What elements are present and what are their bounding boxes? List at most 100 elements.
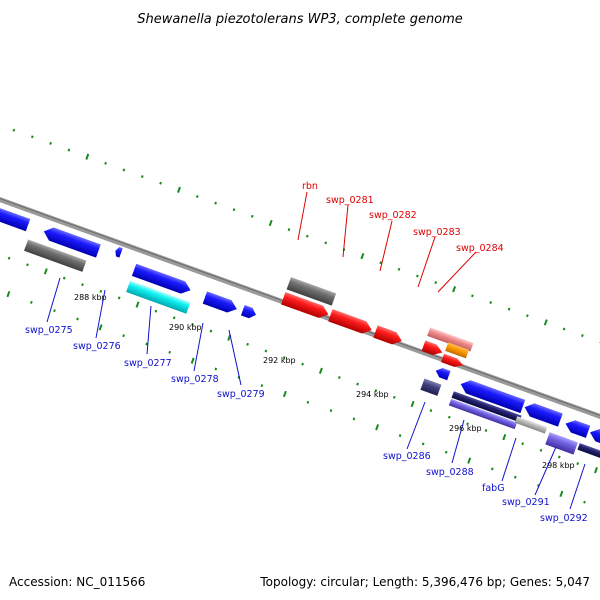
gene-swp-0277-upper[interactable] xyxy=(131,263,193,297)
gene-label-fabG[interactable]: fabG xyxy=(482,483,505,494)
gene-swp-0282[interactable] xyxy=(373,325,404,347)
top-leader-lines xyxy=(297,191,477,293)
gene-swp-0283-pink[interactable] xyxy=(427,327,474,352)
inner-bottom-tick xyxy=(30,300,33,304)
outer-top-tick xyxy=(85,153,90,160)
outer-bottom-tick xyxy=(539,448,543,452)
inner-bottom-tick xyxy=(53,309,56,313)
outer-bottom-tick xyxy=(209,329,213,333)
outer-bottom-tick xyxy=(466,422,469,426)
inner-bottom-tick xyxy=(260,384,264,388)
gene-swp-0283[interactable] xyxy=(421,340,445,358)
gene-swp-0291-upper[interactable] xyxy=(563,418,591,438)
gene-swp-0288[interactable] xyxy=(451,391,522,423)
outer-top-tick xyxy=(452,286,457,293)
inner-bottom-tick xyxy=(490,467,494,471)
gene-swp-0284[interactable] xyxy=(445,342,469,359)
outer-bottom-tick xyxy=(246,342,249,346)
gene-small-blue[interactable] xyxy=(114,246,123,258)
outer-bottom-tick xyxy=(557,455,561,459)
inner-bottom-tick xyxy=(421,442,425,446)
gene-fabG[interactable] xyxy=(514,416,548,434)
genome-summary-text: Topology: circular; Length: 5,396,476 bp… xyxy=(259,575,590,589)
outer-top-tick xyxy=(287,228,291,232)
outer-bottom-tick xyxy=(99,289,103,293)
outer-bottom-tick xyxy=(502,433,507,441)
outer-top-tick xyxy=(12,128,16,132)
outer-top-tick xyxy=(360,252,365,260)
gene-swp-0276-upper[interactable] xyxy=(41,225,101,258)
gene-swp-0286-upper[interactable] xyxy=(434,366,451,381)
outer-top-tick xyxy=(232,208,236,212)
outer-top-tick xyxy=(562,327,566,331)
outer-top-tick xyxy=(159,181,162,185)
gene-label-swp-0283[interactable]: swp_0283 xyxy=(413,227,461,238)
outer-bottom-tick xyxy=(318,367,323,374)
outer-top-tick xyxy=(250,214,254,218)
outer-top-tick xyxy=(104,161,107,165)
outer-top-tick xyxy=(140,175,144,179)
gene-label-swp-0281[interactable]: swp_0281 xyxy=(326,195,374,206)
gene-swp-0291[interactable] xyxy=(545,432,578,455)
outer-bottom-tick xyxy=(282,356,286,360)
gene-label-swp-0284[interactable]: swp_0284 xyxy=(456,243,504,254)
gene-label-swp-0288[interactable]: swp_0288 xyxy=(426,467,474,478)
top-labels: rbn swp_0281 swp_0282 swp_0283 swp_0284 xyxy=(302,181,504,254)
inner-bottom-tick xyxy=(513,475,517,479)
outer-bottom-tick xyxy=(62,276,66,280)
gene-swp-0288-b[interactable] xyxy=(448,398,518,430)
gene-label-swp-0291[interactable]: swp_0291 xyxy=(502,497,550,508)
outer-bottom-tick xyxy=(337,376,341,379)
outer-bottom-tick xyxy=(154,309,158,313)
inner-bottom-tick xyxy=(6,290,11,298)
gene-fabG-upper[interactable] xyxy=(522,401,563,427)
gene-swp-0292[interactable] xyxy=(577,443,600,467)
outer-bottom-tick xyxy=(135,301,140,308)
outer-top-tick xyxy=(177,186,181,193)
outer-top-tick xyxy=(30,135,34,139)
gene-swp-0284-b[interactable] xyxy=(441,353,465,370)
inner-bottom-tick xyxy=(352,417,356,421)
outer-bottom-tick xyxy=(521,442,524,446)
gene-rbn[interactable] xyxy=(281,292,331,321)
tick-label-292: 292 kbp xyxy=(263,356,296,365)
gene-label-swp-0279[interactable]: swp_0279 xyxy=(217,389,265,400)
inner-bottom-tick xyxy=(583,500,586,504)
outer-top-tick xyxy=(122,168,126,172)
gene-label-rbn[interactable]: rbn xyxy=(302,181,318,192)
gene-label-swp-0278[interactable]: swp_0278 xyxy=(171,374,219,385)
outer-bottom-tick xyxy=(392,395,396,399)
outer-bottom-tick xyxy=(594,467,598,474)
gene-label-swp-0277[interactable]: swp_0277 xyxy=(124,358,172,369)
gene-features xyxy=(0,200,600,467)
map-title: Shewanella piezotolerans WP3, complete g… xyxy=(137,12,463,27)
tick-label-296: 296 kbp xyxy=(449,424,482,433)
gene-grey-lower[interactable] xyxy=(24,239,87,272)
outer-top-tick xyxy=(324,241,328,245)
gene-swp-0275-upper[interactable] xyxy=(0,200,31,232)
gene-rbn-grey[interactable] xyxy=(286,277,337,306)
gene-label-swp-0282[interactable]: swp_0282 xyxy=(369,210,417,221)
outer-bottom-tick xyxy=(356,382,359,386)
gene-swp-0278[interactable] xyxy=(202,291,239,315)
gene-label-swp-0292[interactable]: swp_0292 xyxy=(540,513,588,524)
inner-bottom-tick xyxy=(467,457,472,464)
outer-bottom-tick xyxy=(7,256,11,260)
tick-label-294: 294 kbp xyxy=(356,390,389,399)
gene-swp-0288-upper[interactable] xyxy=(458,378,526,414)
outer-top-tick xyxy=(397,267,401,271)
inner-bottom-tick xyxy=(76,317,79,321)
gene-swp-0286[interactable] xyxy=(420,378,442,396)
gene-label-swp-0286[interactable]: swp_0286 xyxy=(383,451,431,462)
gene-swp-0279[interactable] xyxy=(240,305,258,320)
gene-swp-0277[interactable] xyxy=(126,280,191,314)
outer-top-tick xyxy=(581,334,584,338)
outer-bottom-tick xyxy=(410,400,415,408)
inner-bottom-tick xyxy=(559,490,564,498)
gene-swp-0281[interactable] xyxy=(328,309,374,336)
gene-label-swp-0275[interactable]: swp_0275 xyxy=(25,325,73,336)
inner-bottom-tick xyxy=(98,324,103,331)
inner-bottom-tick xyxy=(214,367,218,371)
gene-label-swp-0276[interactable]: swp_0276 xyxy=(73,341,121,352)
